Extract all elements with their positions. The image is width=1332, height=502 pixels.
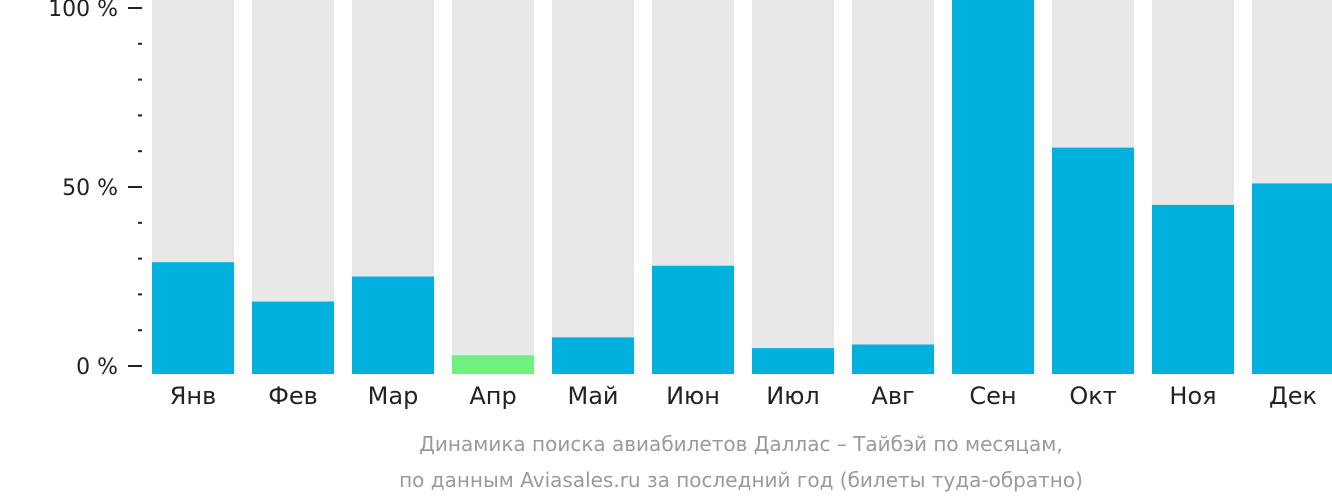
x-tick-label: Дек (1269, 382, 1317, 410)
y-tick-label: 50 % (62, 176, 118, 201)
x-tick-label: Янв (170, 382, 217, 410)
bar-track (852, 0, 934, 374)
bars (152, 0, 1332, 374)
bar-6 (652, 265, 734, 374)
bar-12 (1252, 183, 1332, 374)
x-tick-label: Апр (469, 382, 516, 410)
bar-3 (352, 276, 434, 374)
bar-2 (252, 301, 334, 374)
x-axis: Янв Фев Мар Апр Май Июн Июл Авг Сен Окт Ноя Дек (170, 382, 1317, 410)
x-tick-label: Июл (766, 382, 820, 410)
bar-track (752, 0, 834, 374)
bar-9 (952, 0, 1034, 374)
bar-track (552, 0, 634, 374)
x-tick-label: Мар (368, 382, 419, 410)
bar-track (452, 0, 534, 374)
bar-8 (852, 344, 934, 374)
x-tick-label: Сен (969, 382, 1016, 410)
x-tick-label: Авг (871, 382, 914, 410)
chart-caption-line-1: Динамика поиска авиабилетов Даллас – Тай… (419, 432, 1063, 456)
y-tick-label: 0 % (76, 355, 118, 380)
x-tick-label: Фев (268, 382, 318, 410)
y-tick-label: 100 % (48, 0, 118, 22)
x-tick-label: Окт (1069, 382, 1116, 410)
bar-5 (552, 337, 634, 374)
bar-10 (1052, 147, 1134, 374)
bar-7 (752, 348, 834, 374)
bar-11 (1152, 204, 1234, 374)
x-tick-label: Ноя (1169, 382, 1216, 410)
x-tick-label: Май (567, 382, 618, 410)
bar-4 (452, 355, 534, 374)
y-axis: 0 % 50 % 100 % (48, 0, 142, 380)
bar-1 (152, 262, 234, 374)
x-tick-label: Июн (666, 382, 720, 410)
chart-caption-line-2: по данным Aviasales.ru за последний год … (399, 468, 1083, 492)
